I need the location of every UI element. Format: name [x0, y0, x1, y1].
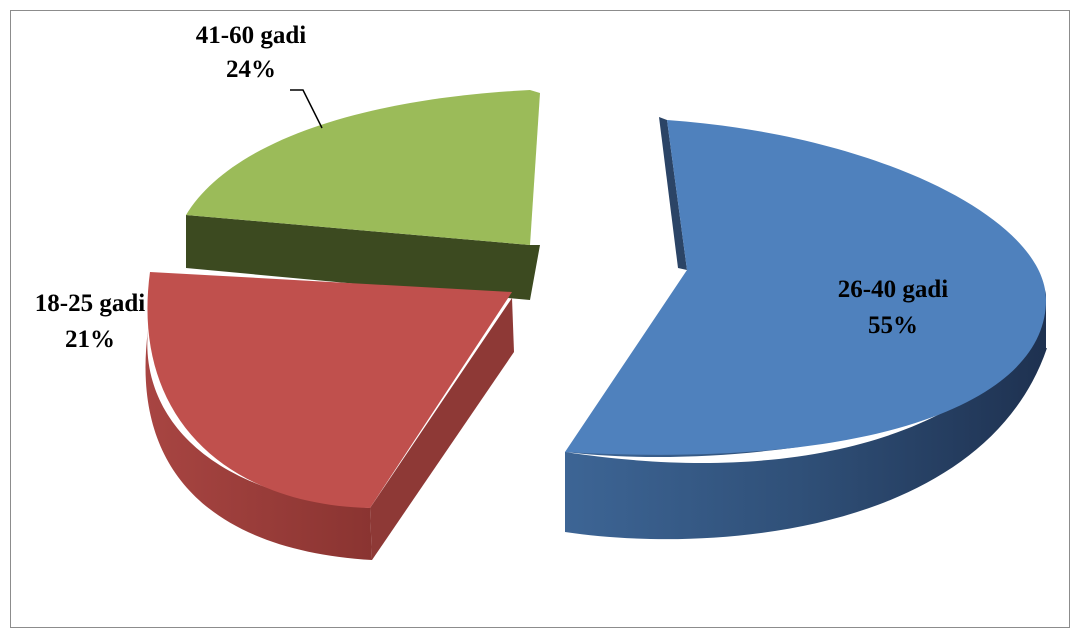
label-41-60-pct: 24% — [226, 56, 276, 83]
slice-18-25-top — [147, 272, 512, 508]
slice-26-40-top — [565, 120, 1046, 455]
slice-18-25-cut — [370, 298, 514, 560]
label-41-60-name: 41-60 gadi — [196, 22, 306, 49]
slice-41-60-side — [186, 215, 540, 300]
label-26-40-pct: 55% — [868, 312, 918, 339]
slice-26-40-inner-wall — [659, 117, 687, 270]
label-18-25-pct: 21% — [65, 326, 115, 353]
label-26-40-name: 26-40 gadi — [838, 276, 948, 303]
slice-41-60-top — [186, 90, 540, 245]
leader-line-41-60 — [290, 89, 323, 129]
label-18-25-name: 18-25 gadi — [35, 290, 145, 317]
slice-18-25-side — [145, 330, 372, 560]
